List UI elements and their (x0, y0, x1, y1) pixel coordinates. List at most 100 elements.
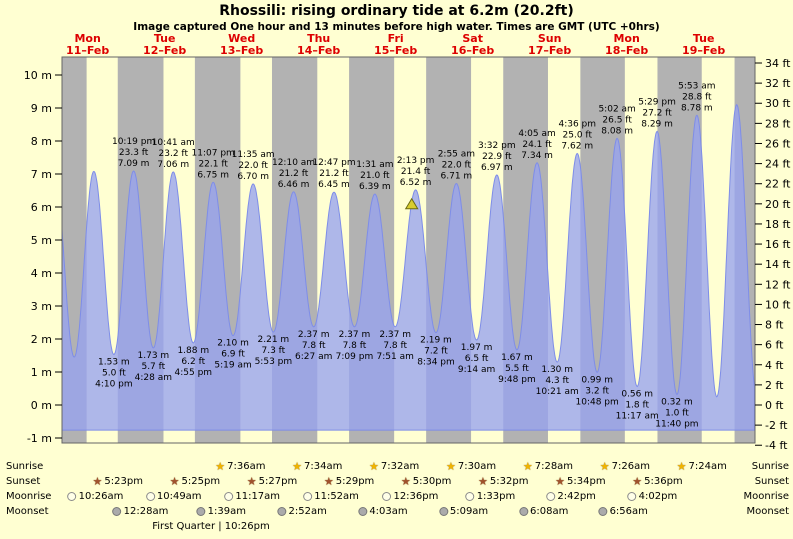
sunset-entry: ★ 5:29pm (324, 476, 374, 487)
moonset-icon (598, 507, 608, 516)
y-axis-label-ft: -2 ft (765, 419, 788, 432)
sunset-time: 5:34pm (567, 476, 606, 487)
moonrise-time: 2:42pm (557, 491, 596, 502)
high-tide-label: 1:31 am 21.0 ft 6.39 m (356, 160, 393, 192)
moonset-row-label-left: Moonset (6, 506, 49, 517)
day-label: Tue 19–Feb (682, 32, 725, 57)
sunset-entry: ★ 5:27pm (247, 476, 297, 487)
sunrise-time: 7:26am (611, 461, 650, 472)
sunset-entry: ★ 5:30pm (401, 476, 451, 487)
moonrise-icon (382, 492, 392, 501)
high-tide-label: 5:53 am 28.8 ft 8.78 m (678, 81, 715, 113)
moonrise-icon (145, 492, 155, 501)
day-label: Mon 18–Feb (605, 32, 648, 57)
y-axis-label-m: 6 m (31, 201, 52, 214)
low-tide-label: 1.30 m 4.3 ft 10:21 am (536, 365, 579, 397)
high-tide-label: 4:05 am 24.1 ft 7.34 m (518, 129, 555, 161)
day-label: Mon 11–Feb (66, 32, 109, 57)
y-axis-label-ft: 16 ft (765, 238, 791, 251)
moonset-entry: 1:39am (196, 506, 246, 517)
moonrise-entry: 1:33pm (465, 491, 515, 502)
sunrise-icon: ★ (369, 460, 379, 473)
sunset-time: 5:27pm (258, 476, 298, 487)
day-label: Wed 13–Feb (220, 32, 263, 57)
high-tide-label: 2:13 pm 21.4 ft 6.52 m (397, 156, 435, 188)
high-tide-label: 4:36 pm 25.0 ft 7.62 m (558, 120, 596, 152)
moonrise-row: Moonrise Moonrise 10:26am 10:49am 11:17am 11:… (0, 491, 793, 505)
sunset-time: 5:36pm (644, 476, 683, 487)
plot-area-group (62, 57, 755, 443)
sunrise-time: 7:32am (380, 461, 420, 472)
high-tide-label: 11:07 pm 22.1 ft 6.75 m (192, 148, 235, 180)
sunset-icon: ★ (246, 475, 257, 488)
current-tide-marker (404, 197, 419, 210)
high-tide-label: 2:55 am 22.0 ft 6.71 m (438, 150, 475, 182)
tide-curve-area (62, 103, 755, 431)
moonset-row-label-right: Moonset (746, 506, 790, 517)
low-tide-label: 2.19 m 7.2 ft 8:34 pm (417, 336, 455, 368)
moonrise-entry: 11:52am (303, 491, 359, 502)
moonrise-icon (546, 492, 556, 501)
y-axis-label-ft: 26 ft (765, 137, 791, 150)
sunset-time: 5:25pm (181, 476, 221, 487)
high-tide-label: 5:29 pm 27.2 ft 8.29 m (638, 97, 676, 129)
y-axis-label-m: 5 m (31, 234, 52, 247)
sunset-time: 5:30pm (412, 476, 452, 487)
y-axis-label-ft: -4 ft (765, 439, 788, 452)
moonrise-time: 4:02pm (638, 491, 678, 502)
almanac-section: Sunrise Sunrise ★ 7:36am ★ 7:34am ★ 7:32am ★ 7:30… (0, 455, 793, 539)
moonrise-icon (224, 492, 234, 501)
day-label: Sun 17–Feb (528, 32, 571, 57)
high-tide-label: 10:19 pm 23.3 ft 7.09 m (112, 137, 155, 169)
y-axis-label-ft: 10 ft (765, 298, 791, 311)
y-axis-label-ft: 32 ft (765, 77, 791, 90)
low-tide-label: 0.56 m 1.8 ft 11:17 am (616, 390, 659, 422)
y-axis-label-m: 3 m (31, 300, 52, 313)
sunrise-entry: ★ 7:34am (292, 461, 342, 472)
low-tide-label: 2.37 m 7.8 ft 6:27 am (295, 330, 332, 362)
y-axis-label-m: 2 m (31, 333, 52, 346)
y-axis-label-ft: 6 ft (765, 339, 784, 352)
page-subtitle: Image captured One hour and 13 minutes b… (133, 21, 660, 33)
sunset-time: 5:29pm (335, 476, 375, 487)
sunrise-entry: ★ 7:26am (600, 461, 650, 472)
moonrise-entry: 10:49am (145, 491, 202, 502)
y-axis-label-ft: 20 ft (765, 198, 791, 211)
sunset-icon: ★ (632, 475, 643, 488)
moonrise-time: 11:52am (314, 491, 359, 502)
sunrise-time: 7:28am (534, 461, 574, 472)
sunset-entry: ★ 5:34pm (555, 476, 605, 487)
sunset-icon: ★ (169, 475, 180, 488)
sunset-icon: ★ (555, 475, 566, 488)
sunrise-entry: ★ 7:36am (215, 461, 265, 472)
sunset-entry: ★ 5:23pm (93, 476, 143, 487)
low-tide-label: 1.97 m 6.5 ft 9:14 am (458, 343, 495, 375)
low-tide-label: 0.32 m 1.0 ft 11:40 pm (655, 397, 698, 429)
y-axis-label-ft: 18 ft (765, 218, 791, 231)
sunrise-row-label-left: Sunrise (6, 461, 44, 472)
high-tide-label: 12:10 am 21.2 ft 6.46 m (272, 158, 315, 190)
moonset-time: 6:08am (530, 506, 569, 517)
moonset-time: 2:52am (288, 506, 327, 517)
day-label: Fri 15–Feb (374, 32, 417, 57)
y-axis-label-ft: 2 ft (765, 379, 784, 392)
tide-chart: 10 m 9 m 8 m 7 m 6 m 5 m 4 m 3 m 2 m 1 m 0 m -1 m 34… (24, 32, 791, 452)
moonset-entry: 5:09am (438, 506, 488, 517)
sunrise-time: 7:34am (304, 461, 343, 472)
moonrise-row-label-left: Moonrise (6, 491, 52, 502)
moonset-entry: 6:08am (519, 506, 568, 517)
moon-phase-text: First Quarter | 10:26pm (152, 521, 270, 532)
sunset-time: 5:32pm (489, 476, 529, 487)
moonset-time: 1:39am (207, 506, 246, 517)
low-tide-label: 2.21 m 7.3 ft 5:53 pm (255, 335, 293, 367)
low-tide-label: 2.37 m 7.8 ft 7:09 pm (336, 330, 374, 362)
moonset-icon (358, 507, 368, 516)
moonset-icon (112, 507, 122, 516)
moonset-entry: 2:52am (277, 506, 327, 517)
high-tide-label: 12:47 pm 21.2 ft 6.45 m (312, 158, 355, 190)
day-label: Sat 16–Feb (451, 32, 494, 57)
sunset-icon: ★ (92, 475, 103, 488)
day-label: Thu 14–Feb (297, 32, 340, 57)
sunset-entry: ★ 5:25pm (170, 476, 220, 487)
sunrise-row: Sunrise Sunrise ★ 7:36am ★ 7:34am ★ 7:32am ★ 7:30… (0, 461, 793, 475)
